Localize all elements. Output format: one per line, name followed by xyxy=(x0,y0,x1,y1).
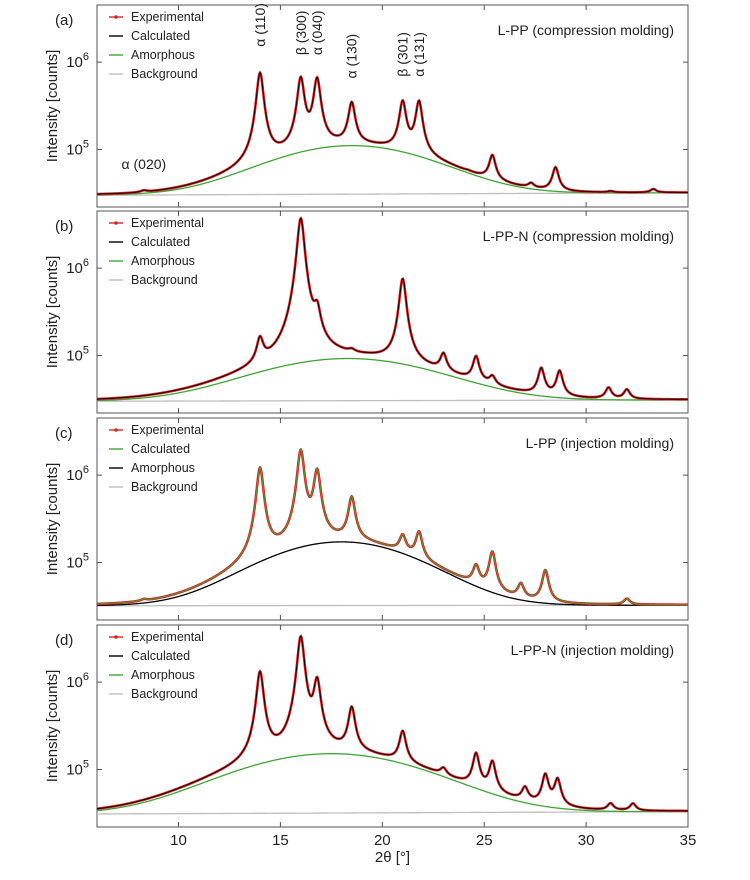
panel-2: 105 106 Intensity [counts] (c) L-PP (injecti… xyxy=(44,417,689,621)
y-axis-label: Intensity [counts] xyxy=(44,463,61,576)
plot-frame xyxy=(96,4,689,208)
amorphous-curve xyxy=(97,541,688,607)
legend-label-experimental: Experimental xyxy=(131,423,204,437)
legend-marker xyxy=(114,428,118,432)
peak-label: α (040) xyxy=(309,11,325,56)
y-tick-label: 106 xyxy=(66,257,89,277)
plot-area xyxy=(97,70,688,196)
legend-label-experimental: Experimental xyxy=(131,216,204,230)
plot-frame xyxy=(96,417,689,621)
y-axis-label: Intensity [counts] xyxy=(44,50,61,163)
legend-label-background: Background xyxy=(131,273,198,287)
panel-3: 10 15 20 25 30 35 105 106 Intensity [counts] (d) L… xyxy=(44,624,697,866)
sample-label: L-PP-N (injection molding) xyxy=(511,642,674,658)
sample-label: L-PP-N (compression molding) xyxy=(483,228,674,244)
amorphous-curve xyxy=(97,753,688,813)
peak-label: α (130) xyxy=(344,34,360,79)
legend-label-amorphous: Amorphous xyxy=(131,668,195,682)
y-tick-label: 106 xyxy=(66,51,89,71)
experimental-curve xyxy=(97,70,688,196)
legend-label-calculated: Calculated xyxy=(131,235,190,249)
background-curve xyxy=(97,810,688,815)
y-tick-label: 106 xyxy=(66,671,89,691)
calculated-curve xyxy=(97,217,688,400)
plot-frame xyxy=(96,210,689,414)
panel-letter: (b) xyxy=(55,218,73,235)
x-tick-label: 30 xyxy=(578,832,595,849)
legend-marker xyxy=(114,221,118,225)
x-tick-label: 20 xyxy=(374,832,391,849)
y-tick-label: 105 xyxy=(66,759,89,779)
plot-area xyxy=(97,216,688,402)
amorphous-curve xyxy=(97,144,688,196)
plot-frame xyxy=(96,624,689,828)
legend-marker xyxy=(114,15,118,19)
peak-label: α (110) xyxy=(252,3,268,47)
x-tick-label: 10 xyxy=(170,832,187,849)
y-tick-label: 105 xyxy=(66,345,89,365)
amorphous-curve xyxy=(97,357,688,402)
plot-area xyxy=(97,634,688,815)
y-axis-label: Intensity [counts] xyxy=(44,256,61,369)
x-tick-label: 25 xyxy=(476,832,493,849)
panel-letter: (d) xyxy=(55,632,73,649)
legend-label-background: Background xyxy=(131,480,198,494)
peak-label: α (020) xyxy=(122,156,167,172)
panel-0: 105 106 Intensity [counts] (a) L-PP (compres… xyxy=(44,3,689,208)
sample-label: L-PP (injection molding) xyxy=(526,435,674,451)
legend-label-experimental: Experimental xyxy=(131,630,204,644)
y-tick-label: 105 xyxy=(66,139,89,159)
y-tick-label: 105 xyxy=(66,552,89,572)
background-curve xyxy=(97,399,688,402)
calculated-curve xyxy=(97,635,688,812)
legend-label-calculated: Calculated xyxy=(131,29,190,43)
panel-letter: (a) xyxy=(55,12,73,29)
panel-letter: (c) xyxy=(55,425,73,442)
legend-label-calculated: Calculated xyxy=(131,442,190,456)
plot-area xyxy=(97,447,688,607)
peak-label: β (300) xyxy=(293,11,309,56)
legend-label-calculated: Calculated xyxy=(131,649,190,663)
y-axis-label: Intensity [counts] xyxy=(44,670,61,783)
legend-label-amorphous: Amorphous xyxy=(131,461,195,475)
calculated-curve xyxy=(97,71,688,195)
legend-label-experimental: Experimental xyxy=(131,10,204,24)
x-axis-label: 2θ [°] xyxy=(375,849,410,866)
legend-marker xyxy=(114,635,118,639)
peak-label: α (131) xyxy=(411,32,427,77)
panel-1: 105 106 Intensity [counts] (b) L-PP-N (compr… xyxy=(44,210,689,414)
peak-label: β (301) xyxy=(395,32,411,77)
legend-label-background: Background xyxy=(131,687,198,701)
legend-label-background: Background xyxy=(131,67,198,81)
x-tick-label: 35 xyxy=(680,832,697,849)
legend-label-amorphous: Amorphous xyxy=(131,254,195,268)
legend-label-amorphous: Amorphous xyxy=(131,48,195,62)
calculated-curve xyxy=(97,449,688,606)
y-tick-label: 106 xyxy=(66,464,89,484)
sample-label: L-PP (compression molding) xyxy=(498,22,674,38)
x-tick-label: 15 xyxy=(272,832,289,849)
